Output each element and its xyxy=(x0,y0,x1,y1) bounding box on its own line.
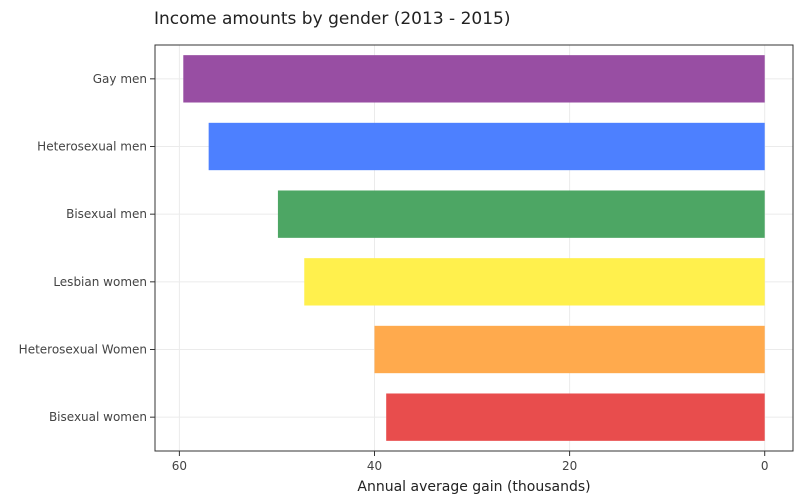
bar-heterosexual-men xyxy=(208,122,765,171)
grid-lines xyxy=(155,45,793,451)
bar-gay-men xyxy=(183,55,765,103)
y-tick-label: Bisexual women xyxy=(49,410,147,424)
plot-border xyxy=(154,44,794,452)
bar-bisexual-women xyxy=(386,393,765,441)
y-tick-label: Bisexual men xyxy=(66,207,147,221)
y-tick-label: Gay men xyxy=(93,72,147,86)
x-tick-label: 0 xyxy=(761,459,769,473)
x-tick-label: 60 xyxy=(172,459,187,473)
x-tick-label: 40 xyxy=(367,459,382,473)
x-tick-label: 20 xyxy=(562,459,577,473)
y-tick-label: Lesbian women xyxy=(53,275,147,289)
bars xyxy=(183,55,765,441)
y-tick-label: Heterosexual Women xyxy=(19,343,147,357)
y-tick-label: Heterosexual men xyxy=(37,140,147,154)
bar-heterosexual-women xyxy=(374,325,765,374)
y-axis: Gay men Heterosexual men Bisexual men Lesbi… xyxy=(19,72,155,424)
chart-title: Income amounts by gender (2013 - 2015) xyxy=(154,9,510,29)
bar-lesbian-women xyxy=(304,258,765,306)
x-axis-title: Annual average gain (thousands) xyxy=(357,479,590,494)
x-axis: 60 40 20 0 xyxy=(172,451,769,473)
bar-bisexual-men xyxy=(277,190,765,238)
